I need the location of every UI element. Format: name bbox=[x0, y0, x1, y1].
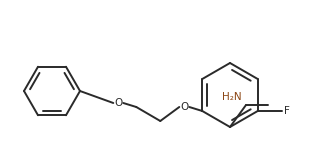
Text: F: F bbox=[284, 106, 289, 116]
Text: O: O bbox=[180, 102, 188, 112]
Text: O: O bbox=[114, 98, 122, 108]
Text: H₂N: H₂N bbox=[223, 92, 242, 102]
